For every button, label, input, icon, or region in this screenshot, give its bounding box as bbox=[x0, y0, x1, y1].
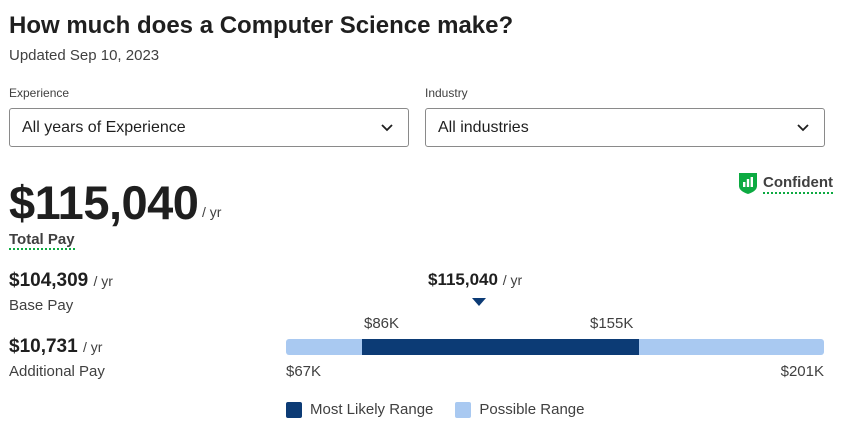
confidence-indicator[interactable]: Confident bbox=[738, 172, 833, 195]
additional-pay-value: $10,731 bbox=[9, 336, 78, 357]
chevron-down-icon bbox=[381, 124, 393, 132]
experience-filter-label: Experience bbox=[9, 86, 70, 100]
confidence-label: Confident bbox=[763, 174, 833, 194]
industry-filter-label: Industry bbox=[425, 86, 468, 100]
range-marker-pointer bbox=[472, 298, 486, 306]
base-pay-amount: $104,309 / yr bbox=[9, 270, 113, 292]
industry-dropdown[interactable]: All industries bbox=[425, 108, 825, 147]
additional-pay-label: Additional Pay bbox=[9, 363, 105, 380]
legend-likely: Most Likely Range bbox=[286, 401, 433, 418]
most-likely-range-bar bbox=[362, 339, 640, 355]
range-max-label: $201K bbox=[780, 363, 824, 380]
additional-pay-per-year: / yr bbox=[82, 339, 103, 355]
likely-low-label: $86K bbox=[364, 315, 400, 332]
legend-likely-swatch bbox=[286, 401, 302, 418]
range-marker-value: $115,040 / yr bbox=[428, 270, 522, 290]
page-title: How much does a Computer Science make? bbox=[9, 12, 514, 39]
legend-possible-swatch bbox=[455, 401, 472, 418]
experience-dropdown-value: All years of Experience bbox=[22, 118, 186, 136]
updated-date: Updated Sep 10, 2023 bbox=[9, 47, 160, 64]
shield-bar-chart-icon bbox=[739, 173, 758, 194]
base-pay-value: $104,309 bbox=[9, 270, 89, 291]
legend-likely-label: Most Likely Range bbox=[310, 401, 434, 418]
range-legend: Most Likely Range Possible Range bbox=[286, 401, 606, 418]
range-marker-per-year: / yr bbox=[502, 272, 523, 288]
chevron-down-icon bbox=[797, 124, 809, 132]
total-pay-amount: $115,040 bbox=[9, 176, 199, 229]
industry-dropdown-value: All industries bbox=[438, 118, 529, 136]
likely-high-label: $155K bbox=[590, 315, 634, 332]
base-pay-per-year: / yr bbox=[93, 273, 113, 289]
legend-possible-label: Possible Range bbox=[479, 401, 585, 418]
total-pay-per-year: / yr bbox=[202, 204, 222, 220]
range-min-label: $67K bbox=[286, 363, 322, 380]
range-marker-amount: $115,040 bbox=[428, 270, 498, 289]
legend-possible: Possible Range bbox=[455, 401, 584, 418]
additional-pay-amount: $10,731 / yr bbox=[9, 336, 102, 358]
experience-dropdown[interactable]: All years of Experience bbox=[9, 108, 409, 147]
possible-range-bar bbox=[286, 339, 824, 355]
total-pay-label[interactable]: Total Pay bbox=[9, 231, 75, 250]
base-pay-label: Base Pay bbox=[9, 297, 74, 314]
